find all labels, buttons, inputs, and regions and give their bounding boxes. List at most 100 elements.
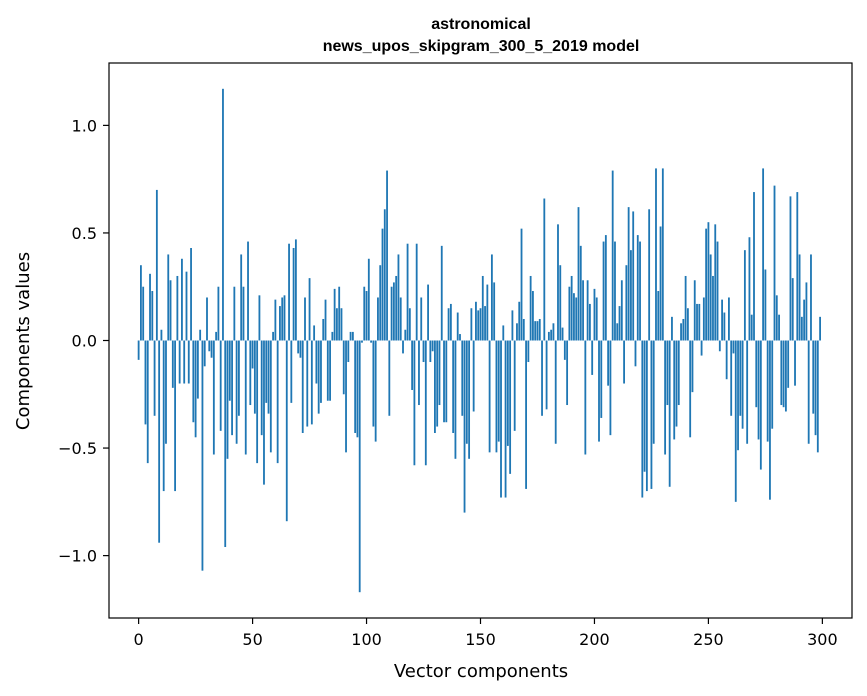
- bar-4: [146, 340, 149, 464]
- bar-271: [755, 340, 758, 408]
- bar-149: [477, 310, 480, 341]
- bar-279: [773, 185, 776, 341]
- bar-248: [702, 297, 705, 341]
- bar-164: [511, 310, 514, 341]
- bar-270: [753, 192, 755, 341]
- bar-53: [258, 295, 261, 341]
- bar-49: [249, 340, 252, 406]
- bar-67: [290, 340, 293, 403]
- bar-30: [206, 297, 208, 341]
- bar-272: [757, 340, 760, 440]
- bar-238: [680, 323, 682, 341]
- bar-186: [561, 327, 564, 341]
- bar-95: [354, 340, 357, 433]
- bar-158: [497, 340, 500, 442]
- bar-138: [452, 340, 455, 433]
- bar-157: [495, 340, 498, 453]
- bar-38: [224, 340, 227, 548]
- bar-81: [322, 318, 325, 341]
- bar-260: [730, 340, 733, 416]
- bar-153: [486, 284, 489, 341]
- bar-220: [639, 241, 641, 341]
- bar-93: [349, 331, 352, 341]
- bar-190: [570, 275, 573, 341]
- bar-200: [593, 288, 596, 341]
- bar-146: [470, 308, 473, 341]
- bar-233: [668, 340, 671, 487]
- x-tick-label-50: 50: [242, 630, 262, 649]
- bar-90: [342, 340, 345, 395]
- bar-154: [488, 340, 491, 453]
- x-tick-label-100: 100: [351, 630, 382, 649]
- y-tick-label-0: −1.0: [58, 547, 97, 566]
- bar-34: [215, 331, 218, 341]
- bar-78: [315, 340, 318, 384]
- bar-276: [766, 340, 769, 442]
- bar-39: [226, 340, 229, 459]
- bar-170: [525, 340, 527, 489]
- bar-185: [559, 265, 562, 341]
- bar-100: [365, 291, 368, 341]
- bar-10: [160, 329, 163, 341]
- bar-179: [545, 340, 548, 410]
- bar-269: [750, 314, 753, 341]
- bar-118: [406, 243, 409, 341]
- bar-152: [484, 306, 486, 341]
- bar-296: [812, 340, 815, 414]
- bar-214: [625, 265, 628, 341]
- bar-293: [805, 282, 808, 341]
- bar-73: [304, 297, 306, 341]
- bar-228: [657, 291, 660, 341]
- bar-60: [274, 299, 277, 341]
- bar-253: [714, 224, 717, 341]
- bar-194: [579, 245, 582, 341]
- bar-24: [192, 340, 195, 423]
- bar-44: [238, 340, 240, 416]
- bar-68: [292, 248, 295, 341]
- bar-80: [320, 340, 322, 403]
- bar-199: [591, 340, 594, 375]
- bar-101: [367, 258, 370, 341]
- bar-89: [340, 308, 343, 341]
- bar-177: [541, 340, 543, 416]
- bar-232: [666, 340, 669, 406]
- bar-263: [737, 340, 739, 451]
- bar-262: [734, 340, 737, 502]
- bar-266: [743, 250, 746, 341]
- bar-122: [415, 243, 418, 341]
- bar-189: [568, 286, 571, 341]
- bar-56: [265, 340, 268, 403]
- bar-55: [263, 340, 265, 485]
- bar-291: [800, 316, 803, 341]
- bar-48: [247, 241, 249, 341]
- bar-173: [532, 291, 534, 341]
- bar-137: [449, 303, 452, 341]
- bar-9: [158, 340, 161, 543]
- bar-13: [167, 254, 170, 341]
- bar-268: [748, 237, 751, 341]
- bar-28: [201, 340, 204, 571]
- bar-52: [256, 340, 259, 464]
- bar-283: [782, 340, 785, 408]
- bar-169: [522, 318, 525, 341]
- bar-210: [616, 323, 619, 341]
- bar-176: [538, 318, 541, 341]
- bar-110: [388, 340, 391, 416]
- bar-25: [194, 340, 197, 438]
- bar-258: [725, 340, 728, 380]
- bar-70: [297, 340, 300, 354]
- bar-2: [142, 286, 145, 341]
- bar-87: [336, 308, 338, 341]
- bar-1: [140, 265, 142, 341]
- bar-204: [602, 241, 605, 341]
- bar-246: [698, 303, 701, 341]
- bar-121: [413, 340, 416, 466]
- bar-229: [659, 226, 662, 341]
- bar-192: [575, 297, 578, 341]
- bar-47: [244, 340, 247, 455]
- bar-86: [333, 288, 336, 341]
- bar-109: [386, 170, 388, 341]
- bar-3: [144, 340, 147, 425]
- bar-249: [705, 228, 708, 341]
